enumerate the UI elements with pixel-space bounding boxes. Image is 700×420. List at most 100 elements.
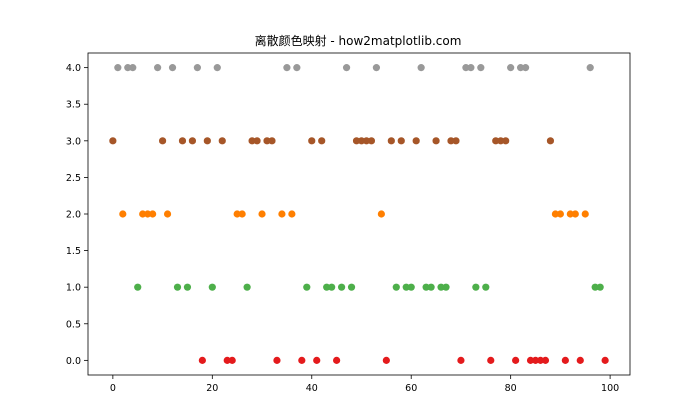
data-point-cat4-11 [417, 64, 425, 72]
data-point-cat2-15 [581, 210, 589, 218]
data-point-cat3-24 [502, 137, 510, 145]
data-point-cat0-0 [198, 356, 206, 364]
data-point-cat1-5 [303, 283, 311, 291]
data-point-cat4-14 [477, 64, 485, 72]
y-tick-label: 0.0 [66, 356, 81, 367]
y-tick-label: 3.0 [66, 136, 81, 147]
data-point-cat2-9 [288, 210, 296, 218]
data-point-cat0-3 [273, 356, 281, 364]
data-point-cat4-9 [342, 64, 351, 72]
data-point-cat3-17 [397, 137, 405, 145]
data-point-cat3-2 [178, 137, 187, 145]
data-point-cat2-3 [149, 210, 157, 218]
chart-title: 离散颜色映射 - how2matplotlib.com [255, 33, 462, 48]
data-point-cat2-0 [119, 210, 127, 218]
data-point-cat1-13 [422, 283, 430, 291]
data-point-cat2-6 [238, 210, 246, 218]
data-point-cat2-7 [258, 210, 266, 218]
data-point-cat0-6 [333, 356, 341, 364]
data-point-cat1-19 [591, 283, 599, 291]
x-tick-label: 80 [505, 383, 517, 394]
data-point-cat0-12 [531, 356, 540, 364]
data-point-cat1-1 [173, 283, 182, 291]
data-point-cat2-4 [163, 210, 172, 218]
plot-area-frame [87, 52, 631, 376]
x-tick-label: 100 [601, 383, 619, 394]
x-tick-label: 60 [405, 383, 417, 394]
data-point-cat3-15 [367, 137, 376, 145]
data-point-cat4-4 [168, 64, 177, 72]
x-tick-label: 40 [306, 383, 318, 394]
data-point-cat2-12 [556, 210, 564, 218]
data-point-cat1-15 [437, 283, 445, 291]
data-point-cat1-12 [407, 283, 415, 291]
data-point-cat0-1 [223, 356, 231, 364]
y-tick-label: 2.5 [66, 173, 81, 184]
data-point-cat0-10 [512, 356, 520, 364]
data-point-cat4-16 [517, 64, 525, 72]
y-axis-ticks: 0.0 0.5 1.0 1.5 2.0 2.5 3.0 3.5 4.0 [66, 63, 88, 367]
data-point-cat0-4 [298, 356, 306, 364]
data-point-cat1-20 [596, 283, 604, 291]
data-point-cat3-13 [357, 137, 366, 145]
data-point-cat2-14 [571, 210, 579, 218]
x-tick-label: 0 [110, 383, 116, 394]
data-point-cat3-25 [546, 137, 555, 145]
data-point-cat4-1 [124, 64, 132, 72]
data-point-cat3-7 [253, 137, 261, 145]
data-point-cat1-16 [442, 283, 450, 291]
y-tick-label: 4.0 [66, 63, 81, 74]
data-point-cat2-5 [233, 210, 241, 218]
data-point-cat3-23 [497, 137, 505, 145]
data-point-cat3-14 [362, 137, 371, 145]
data-point-cat2-10 [377, 210, 385, 218]
data-point-cat1-9 [347, 283, 356, 291]
data-point-cat2-11 [551, 210, 560, 218]
data-point-cat0-14 [541, 356, 550, 364]
data-point-cat3-3 [188, 137, 197, 145]
data-point-cat4-3 [154, 64, 162, 72]
data-point-cat0-9 [487, 356, 495, 364]
data-point-cat3-1 [158, 137, 167, 145]
data-point-cat1-18 [482, 283, 490, 291]
data-point-cat4-15 [507, 64, 515, 72]
data-point-cat0-15 [561, 356, 569, 364]
scatter-points [109, 64, 609, 364]
data-point-cat2-8 [278, 210, 286, 218]
data-point-cat1-14 [427, 283, 435, 291]
data-point-cat0-5 [313, 356, 321, 364]
data-point-cat4-13 [467, 64, 475, 72]
data-point-cat0-13 [536, 356, 545, 364]
data-point-cat4-7 [283, 64, 291, 72]
data-point-cat0-7 [382, 356, 390, 364]
data-point-cat1-0 [134, 283, 142, 291]
data-point-cat3-16 [387, 137, 395, 145]
data-point-cat3-11 [318, 137, 326, 145]
data-point-cat4-10 [372, 64, 381, 72]
data-point-cat4-0 [114, 64, 122, 72]
data-point-cat1-7 [328, 283, 336, 291]
y-tick-label: 3.5 [66, 100, 81, 111]
data-point-cat1-8 [337, 283, 346, 291]
data-point-cat2-1 [139, 210, 147, 218]
x-axis-ticks: 0 20 40 60 80 100 [110, 375, 619, 394]
data-point-cat2-13 [566, 210, 574, 218]
data-point-cat3-8 [263, 137, 271, 145]
data-point-cat0-16 [576, 356, 584, 364]
data-point-cat3-21 [452, 137, 460, 145]
data-point-cat1-6 [323, 283, 331, 291]
data-point-cat0-8 [457, 356, 465, 364]
data-point-cat3-9 [268, 137, 276, 145]
data-point-cat3-10 [308, 137, 316, 145]
data-point-cat1-2 [183, 283, 192, 291]
data-point-cat4-8 [293, 64, 301, 72]
y-tick-label: 1.0 [66, 283, 81, 294]
data-point-cat1-17 [472, 283, 480, 291]
y-tick-label: 2.0 [66, 210, 81, 221]
data-point-cat4-17 [521, 64, 530, 72]
data-point-cat0-17 [601, 356, 609, 364]
data-point-cat0-2 [228, 356, 236, 364]
data-point-cat4-12 [462, 64, 470, 72]
data-point-cat3-4 [203, 137, 211, 145]
data-point-cat1-10 [392, 283, 400, 291]
